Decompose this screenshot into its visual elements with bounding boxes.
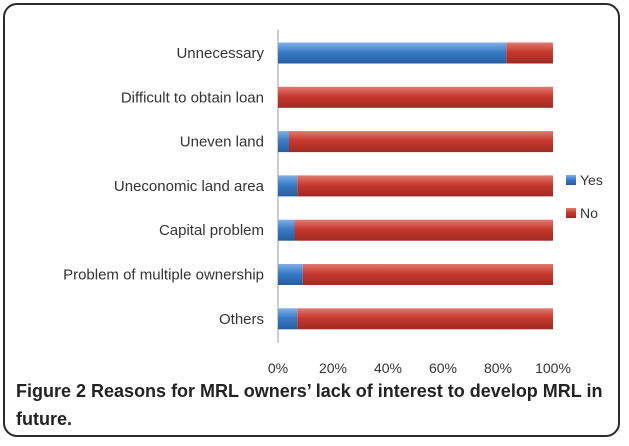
bar-no-3 [297, 175, 553, 197]
bar-no-2 [289, 131, 553, 153]
x-tick-label: 60% [429, 360, 457, 376]
x-tick-label: 20% [319, 360, 347, 376]
legend: Yes No [566, 172, 603, 221]
bar-no-6 [297, 308, 553, 330]
legend-swatch-yes [566, 175, 576, 185]
bar-yes-2 [278, 131, 289, 153]
bar-yes-0 [278, 42, 507, 64]
bar-no-5 [302, 264, 553, 285]
category-label: Uneconomic land area [114, 178, 265, 195]
bar-no-1 [278, 86, 553, 108]
bar-no-0 [506, 42, 553, 64]
x-tick-label: 40% [374, 360, 402, 376]
bar-yes-6 [278, 308, 298, 330]
caption-text: Reasons for MRL owners’ lack of interest… [16, 381, 603, 429]
legend-label-no: No [580, 205, 598, 221]
category-label: Problem of multiple ownership [63, 267, 264, 284]
x-tick-label: 100% [535, 360, 571, 376]
legend-swatch-no [566, 208, 576, 218]
bars-layer [278, 42, 553, 330]
x-tick-label: 0% [268, 360, 288, 376]
bar-yes-3 [278, 175, 298, 197]
bar-yes-5 [278, 264, 303, 285]
bar-no-4 [294, 219, 553, 241]
x-tick-labels: 0% 20% 40% 60% 80% 100% [268, 360, 571, 376]
category-labels: Unnecessary Difficult to obtain loan Uneve… [63, 45, 265, 328]
category-label: Unnecessary [176, 45, 264, 62]
category-label: Difficult to obtain loan [121, 89, 264, 106]
x-tick-label: 80% [484, 360, 512, 376]
category-label: Uneven land [180, 134, 264, 151]
figure-caption: Figure 2 Reasons for MRL owners’ lack of… [16, 377, 606, 433]
category-label: Capital problem [159, 222, 264, 239]
figure-label: Figure 2 [16, 381, 87, 401]
legend-label-yes: Yes [580, 172, 603, 188]
bar-yes-4 [278, 219, 295, 241]
category-label: Others [219, 311, 264, 328]
